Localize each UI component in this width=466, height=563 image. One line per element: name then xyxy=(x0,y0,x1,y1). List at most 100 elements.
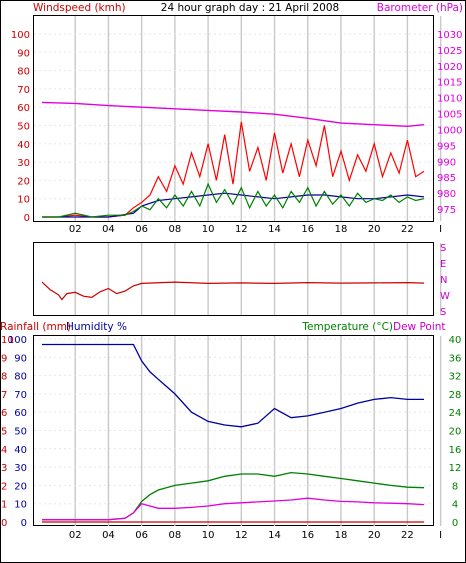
rain-label: Rainfall (mm) xyxy=(0,321,71,333)
wind-series-line-0 xyxy=(42,121,425,218)
rain-tick: 4 xyxy=(1,445,7,456)
wind-x-tick: I xyxy=(439,224,442,235)
wind-right-tick: 1000 xyxy=(437,125,462,136)
temperature-grid xyxy=(34,336,442,526)
direction-series xyxy=(41,281,425,301)
temp-series-line-0 xyxy=(42,343,424,428)
humidity-tick: 100 xyxy=(8,335,27,346)
temp-series-line-2 xyxy=(42,497,425,521)
temperature-tick: 4 xyxy=(452,500,458,511)
wind-grid xyxy=(34,16,442,221)
wind-x-tick: 16 xyxy=(301,224,314,235)
chart-title: 24 hour graph day : 21 April 2008 xyxy=(161,2,339,14)
rain-tick: 5 xyxy=(1,427,7,438)
wind-right-label: Barometer (hPa) xyxy=(377,2,463,14)
wind-series-line-2 xyxy=(42,182,425,218)
temperature-tick: 20 xyxy=(449,427,462,438)
temperature-tick: 24 xyxy=(449,408,462,419)
wind-right-tick: 1025 xyxy=(437,46,462,57)
temp-x-tick: I xyxy=(439,530,442,541)
temp-x-tick: 16 xyxy=(301,530,314,541)
wind-right-tick: 1005 xyxy=(437,110,462,121)
rain-tick: 8 xyxy=(1,372,7,383)
wind-series-line-3 xyxy=(41,101,425,128)
wind-x-tick: 22 xyxy=(401,224,414,235)
rain-tick: 2 xyxy=(1,481,7,492)
wind-x-tick: 14 xyxy=(268,224,281,235)
humidity-label: Humidity % xyxy=(66,321,127,333)
temperature-tick: 32 xyxy=(449,372,462,383)
direction-line xyxy=(41,281,425,301)
humidity-tick: 50 xyxy=(14,427,27,438)
temp-x-tick: 08 xyxy=(169,530,182,541)
temp-x-tick: 14 xyxy=(268,530,281,541)
rain-tick: 7 xyxy=(1,390,7,401)
humidity-tick: 60 xyxy=(14,408,27,419)
direction-tick: E xyxy=(440,259,446,270)
wind-x-tick: 12 xyxy=(235,224,248,235)
direction-tick: N xyxy=(440,275,447,286)
wind-right-tick: 985 xyxy=(437,173,456,184)
wind-left-tick: 70 xyxy=(17,85,30,96)
wind-left-tick: 10 xyxy=(17,195,30,206)
temperature-label: Temperature (°C) xyxy=(301,321,393,333)
rain-tick: 6 xyxy=(1,408,7,419)
temp-x-tick: 04 xyxy=(102,530,115,541)
wind-left-tick: 60 xyxy=(17,103,30,114)
temp-x-tick: 20 xyxy=(368,530,381,541)
direction-tick: S xyxy=(440,243,446,254)
wind-x-tick: 08 xyxy=(169,224,182,235)
wind-left-tick: 100 xyxy=(11,30,30,41)
wind-x-tick: 06 xyxy=(135,224,148,235)
wind-right-tick: 995 xyxy=(437,141,456,152)
wind-right-ticks: 1030 1025 1020 1015 1010 1005 1000 995 990 985 980… xyxy=(437,30,462,216)
wind-right-tick: 1020 xyxy=(437,62,462,73)
rain-tick: 1 xyxy=(1,500,7,511)
wind-x-tick: 18 xyxy=(335,224,348,235)
wind-left-tick: 0 xyxy=(24,213,30,224)
humidity-tick: 70 xyxy=(14,390,27,401)
wind-left-tick: 40 xyxy=(17,140,30,151)
wind-x-tick: 10 xyxy=(202,224,215,235)
rain-tick: 10 xyxy=(1,335,14,346)
direction-panel xyxy=(33,242,434,316)
wind-left-tick: 50 xyxy=(17,122,30,133)
temperature-series xyxy=(42,343,425,523)
humidity-tick: 30 xyxy=(14,463,27,474)
wind-series xyxy=(41,101,425,218)
humidity-tick: 10 xyxy=(14,500,27,511)
wind-right-tick: 990 xyxy=(437,157,456,168)
direction-grid xyxy=(74,243,442,315)
wind-left-tick: 30 xyxy=(17,158,30,169)
wind-right-tick: 1010 xyxy=(437,94,462,105)
direction-tick: W xyxy=(440,291,450,302)
wind-right-tick: 975 xyxy=(437,205,456,216)
temp-x-tick: 18 xyxy=(335,530,348,541)
wind-left-label: Windspeed (kmh) xyxy=(33,2,126,14)
wind-right-tick: 1030 xyxy=(437,30,462,41)
temperature-tick: 28 xyxy=(449,390,462,401)
temp-x-tick: 22 xyxy=(401,530,414,541)
wind-right-tick: 980 xyxy=(437,189,456,200)
wind-x-tick: 04 xyxy=(102,224,115,235)
temperature-tick: 40 xyxy=(449,335,462,346)
humidity-tick: 20 xyxy=(14,481,27,492)
humidity-tick: 40 xyxy=(14,445,27,456)
temperature-tick: 0 xyxy=(452,518,458,529)
temperature-x-ticks: 02 04 06 08 10 12 14 16 18 20 22 I xyxy=(69,530,442,541)
wind-right-tick: 1015 xyxy=(437,78,462,89)
rain-tick: 3 xyxy=(1,463,7,474)
temperature-tick: 16 xyxy=(449,445,462,456)
temp-x-tick: 02 xyxy=(69,530,82,541)
temp-x-tick: 10 xyxy=(202,530,215,541)
direction-tick: S xyxy=(440,307,446,318)
wind-x-ticks: 02 04 06 08 10 12 14 16 18 20 22 I xyxy=(69,224,442,235)
wind-left-tick: 80 xyxy=(17,67,30,78)
temp-x-tick: 12 xyxy=(235,530,248,541)
